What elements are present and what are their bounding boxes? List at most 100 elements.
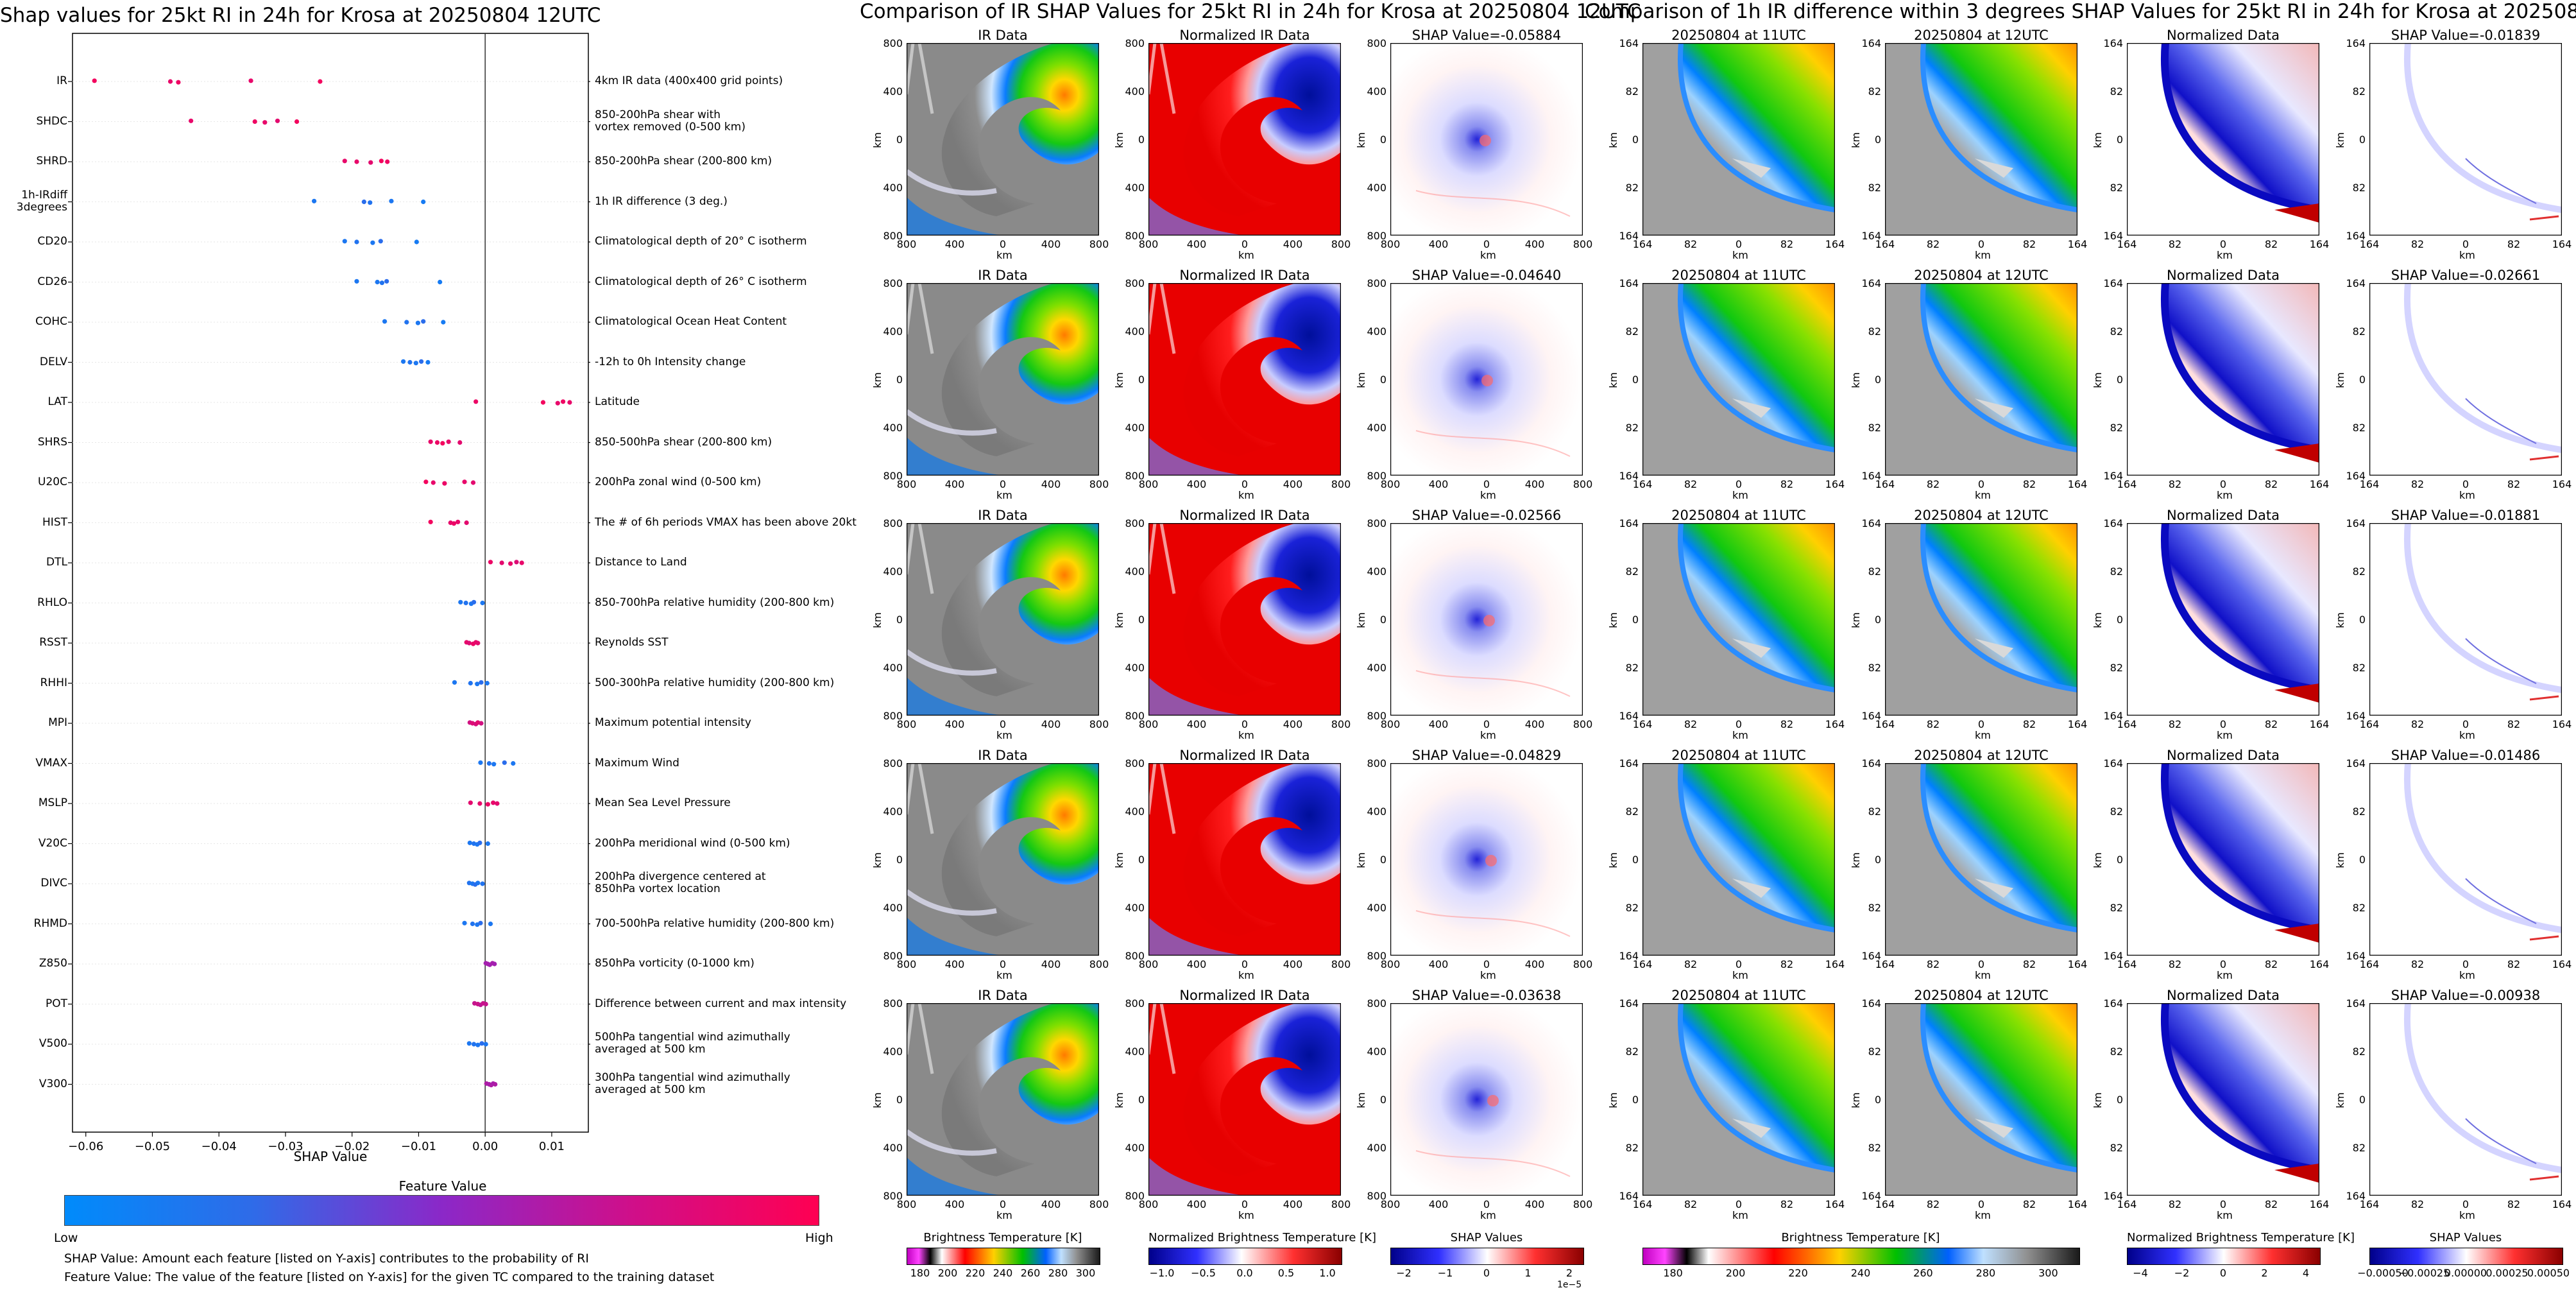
y-tick-label: 164 bbox=[2103, 757, 2123, 770]
y-axis-label: km bbox=[871, 612, 883, 628]
y-tick-label: 164 bbox=[1861, 517, 1881, 529]
y-tick-label: 0 bbox=[1379, 1094, 1386, 1106]
note-shap: SHAP Value: Amount each feature [listed … bbox=[64, 1251, 589, 1266]
y-tick-label: 0 bbox=[1138, 854, 1145, 866]
x-tick-label: 164 bbox=[2359, 1198, 2380, 1210]
y-tick-label: 400 bbox=[1367, 182, 1386, 194]
y-tick-label: 0 bbox=[896, 1094, 903, 1106]
shap-point bbox=[375, 279, 380, 285]
y-tick-label: 164 bbox=[1861, 1190, 1881, 1202]
y-tick-label: 82 bbox=[2110, 422, 2123, 434]
y-tick-label: 0 bbox=[1138, 374, 1145, 386]
x-tick-label: 800 bbox=[1138, 718, 1159, 730]
colorbar-tick-label: 1.0 bbox=[1319, 1267, 1336, 1279]
feature-description: 1h IR difference (3 deg.) bbox=[595, 194, 728, 208]
shap-point bbox=[361, 199, 366, 205]
x-tick-label: 800 bbox=[1380, 478, 1401, 490]
x-tick-label: 400 bbox=[1041, 958, 1061, 970]
y-tick-label: 400 bbox=[883, 565, 903, 578]
summary-axes-frame bbox=[72, 33, 589, 1133]
x-tick-label: 400 bbox=[1428, 1198, 1449, 1210]
y-tick-label: 82 bbox=[2110, 1142, 2123, 1154]
y-tick-label: 164 bbox=[1861, 470, 1881, 482]
x-tick-label: 400 bbox=[1428, 958, 1449, 970]
y-tick-label: 800 bbox=[883, 277, 903, 289]
shap-point bbox=[368, 160, 373, 165]
ir-data-image bbox=[907, 1003, 1099, 1196]
ir-shap-image bbox=[1390, 763, 1583, 956]
diff-shap-image bbox=[2369, 283, 2562, 476]
ir-shap-image bbox=[1390, 43, 1583, 236]
x-tick-label: 164 bbox=[2359, 478, 2380, 490]
colorbar-tick-label: 220 bbox=[965, 1267, 985, 1279]
diff-normalized-title: Normalized Data bbox=[2167, 508, 2280, 523]
x-tick-label: 400 bbox=[1283, 1198, 1303, 1210]
shap-point bbox=[189, 118, 194, 123]
normalized-ir-image bbox=[1148, 43, 1341, 236]
x-tick-label: 164 bbox=[2309, 478, 2330, 490]
diff-normalized-image bbox=[2127, 283, 2319, 476]
y-tick-label: 82 bbox=[1868, 1045, 1881, 1058]
normalized-ir-title: Normalized IR Data bbox=[1179, 28, 1310, 43]
colorbar-tick-label: 180 bbox=[910, 1267, 930, 1279]
x-tick-label: 164 bbox=[2309, 238, 2330, 250]
y-tick-label: 800 bbox=[1367, 37, 1386, 49]
diff-normalized-title: Normalized Data bbox=[2167, 268, 2280, 283]
x-tick-label: 800 bbox=[1138, 478, 1159, 490]
x-tick-label: 0 bbox=[1241, 238, 1249, 250]
y-tick-label: 82 bbox=[2110, 1045, 2123, 1058]
y-tick-label: 0 bbox=[2116, 614, 2123, 626]
x-tick-label: 0.00 bbox=[472, 1140, 499, 1153]
y-axis-label: km bbox=[1113, 372, 1125, 388]
x-tick-label: 0 bbox=[1735, 718, 1743, 730]
shap-point bbox=[478, 760, 483, 765]
x-tick-label: 164 bbox=[2117, 718, 2137, 730]
x-axis-label: km bbox=[1975, 729, 1991, 741]
x-tick-label: 82 bbox=[1684, 238, 1698, 250]
colorbar-tick-label: −1.0 bbox=[1149, 1267, 1175, 1279]
shap-point bbox=[480, 600, 485, 606]
x-tick-label: 0 bbox=[999, 478, 1007, 490]
x-tick-label: 0 bbox=[999, 718, 1007, 730]
x-tick-label: 0 bbox=[999, 238, 1007, 250]
diff-shap-image bbox=[2369, 43, 2562, 236]
y-tick-label: 800 bbox=[883, 710, 903, 722]
feature-description: Difference between current and max inten… bbox=[595, 997, 847, 1010]
y-tick-label: 400 bbox=[883, 902, 903, 914]
y-tick-label: 400 bbox=[883, 85, 903, 98]
normalized-ir-image bbox=[1148, 1003, 1341, 1196]
y-axis-label: km bbox=[2091, 1092, 2104, 1108]
feature-description: 850hPa vorticity (0-1000 km) bbox=[595, 957, 755, 970]
feature-description: 850-200hPa shear with vortex removed (0-… bbox=[595, 108, 746, 133]
y-tick-label: 0 bbox=[2116, 133, 2123, 146]
ir-bt-colorbar bbox=[907, 1248, 1100, 1265]
x-tick-label: 164 bbox=[2552, 718, 2572, 730]
normalized-ir-title: Normalized IR Data bbox=[1179, 748, 1310, 763]
x-tick-label: 800 bbox=[1089, 718, 1109, 730]
y-tick-label: 800 bbox=[883, 1190, 903, 1202]
shap-point bbox=[446, 439, 451, 444]
y-tick-label: 0 bbox=[1632, 374, 1639, 386]
feature-label: DELV bbox=[39, 355, 67, 368]
shap-point bbox=[519, 560, 524, 565]
y-tick-label: 164 bbox=[2103, 710, 2123, 722]
x-tick-label: 800 bbox=[1089, 238, 1109, 250]
x-axis-label: km bbox=[1732, 1209, 1748, 1221]
x-tick-label: 400 bbox=[1186, 478, 1207, 490]
diff-shap-colorbar bbox=[2369, 1248, 2563, 1265]
x-tick-label: 164 bbox=[2359, 958, 2380, 970]
y-axis-label: km bbox=[1849, 852, 1862, 868]
ir-12utc-title: 20250804 at 12UTC bbox=[1914, 508, 2049, 523]
y-axis-label: km bbox=[2333, 1092, 2346, 1108]
y-tick-label: 400 bbox=[1125, 1142, 1145, 1154]
y-tick-label: 0 bbox=[1632, 1094, 1639, 1106]
x-tick-label: 0 bbox=[2462, 478, 2469, 490]
diff-normalized-image bbox=[2127, 523, 2319, 716]
colorbar-tick-label: 280 bbox=[1975, 1267, 1996, 1279]
x-axis-label: km bbox=[2459, 1209, 2475, 1221]
x-tick-label: 164 bbox=[1875, 238, 1895, 250]
x-axis-label: km bbox=[2217, 1209, 2233, 1221]
y-tick-label: 400 bbox=[1367, 422, 1386, 434]
feature-label: V20C bbox=[38, 836, 67, 850]
y-tick-label: 164 bbox=[2346, 950, 2366, 962]
